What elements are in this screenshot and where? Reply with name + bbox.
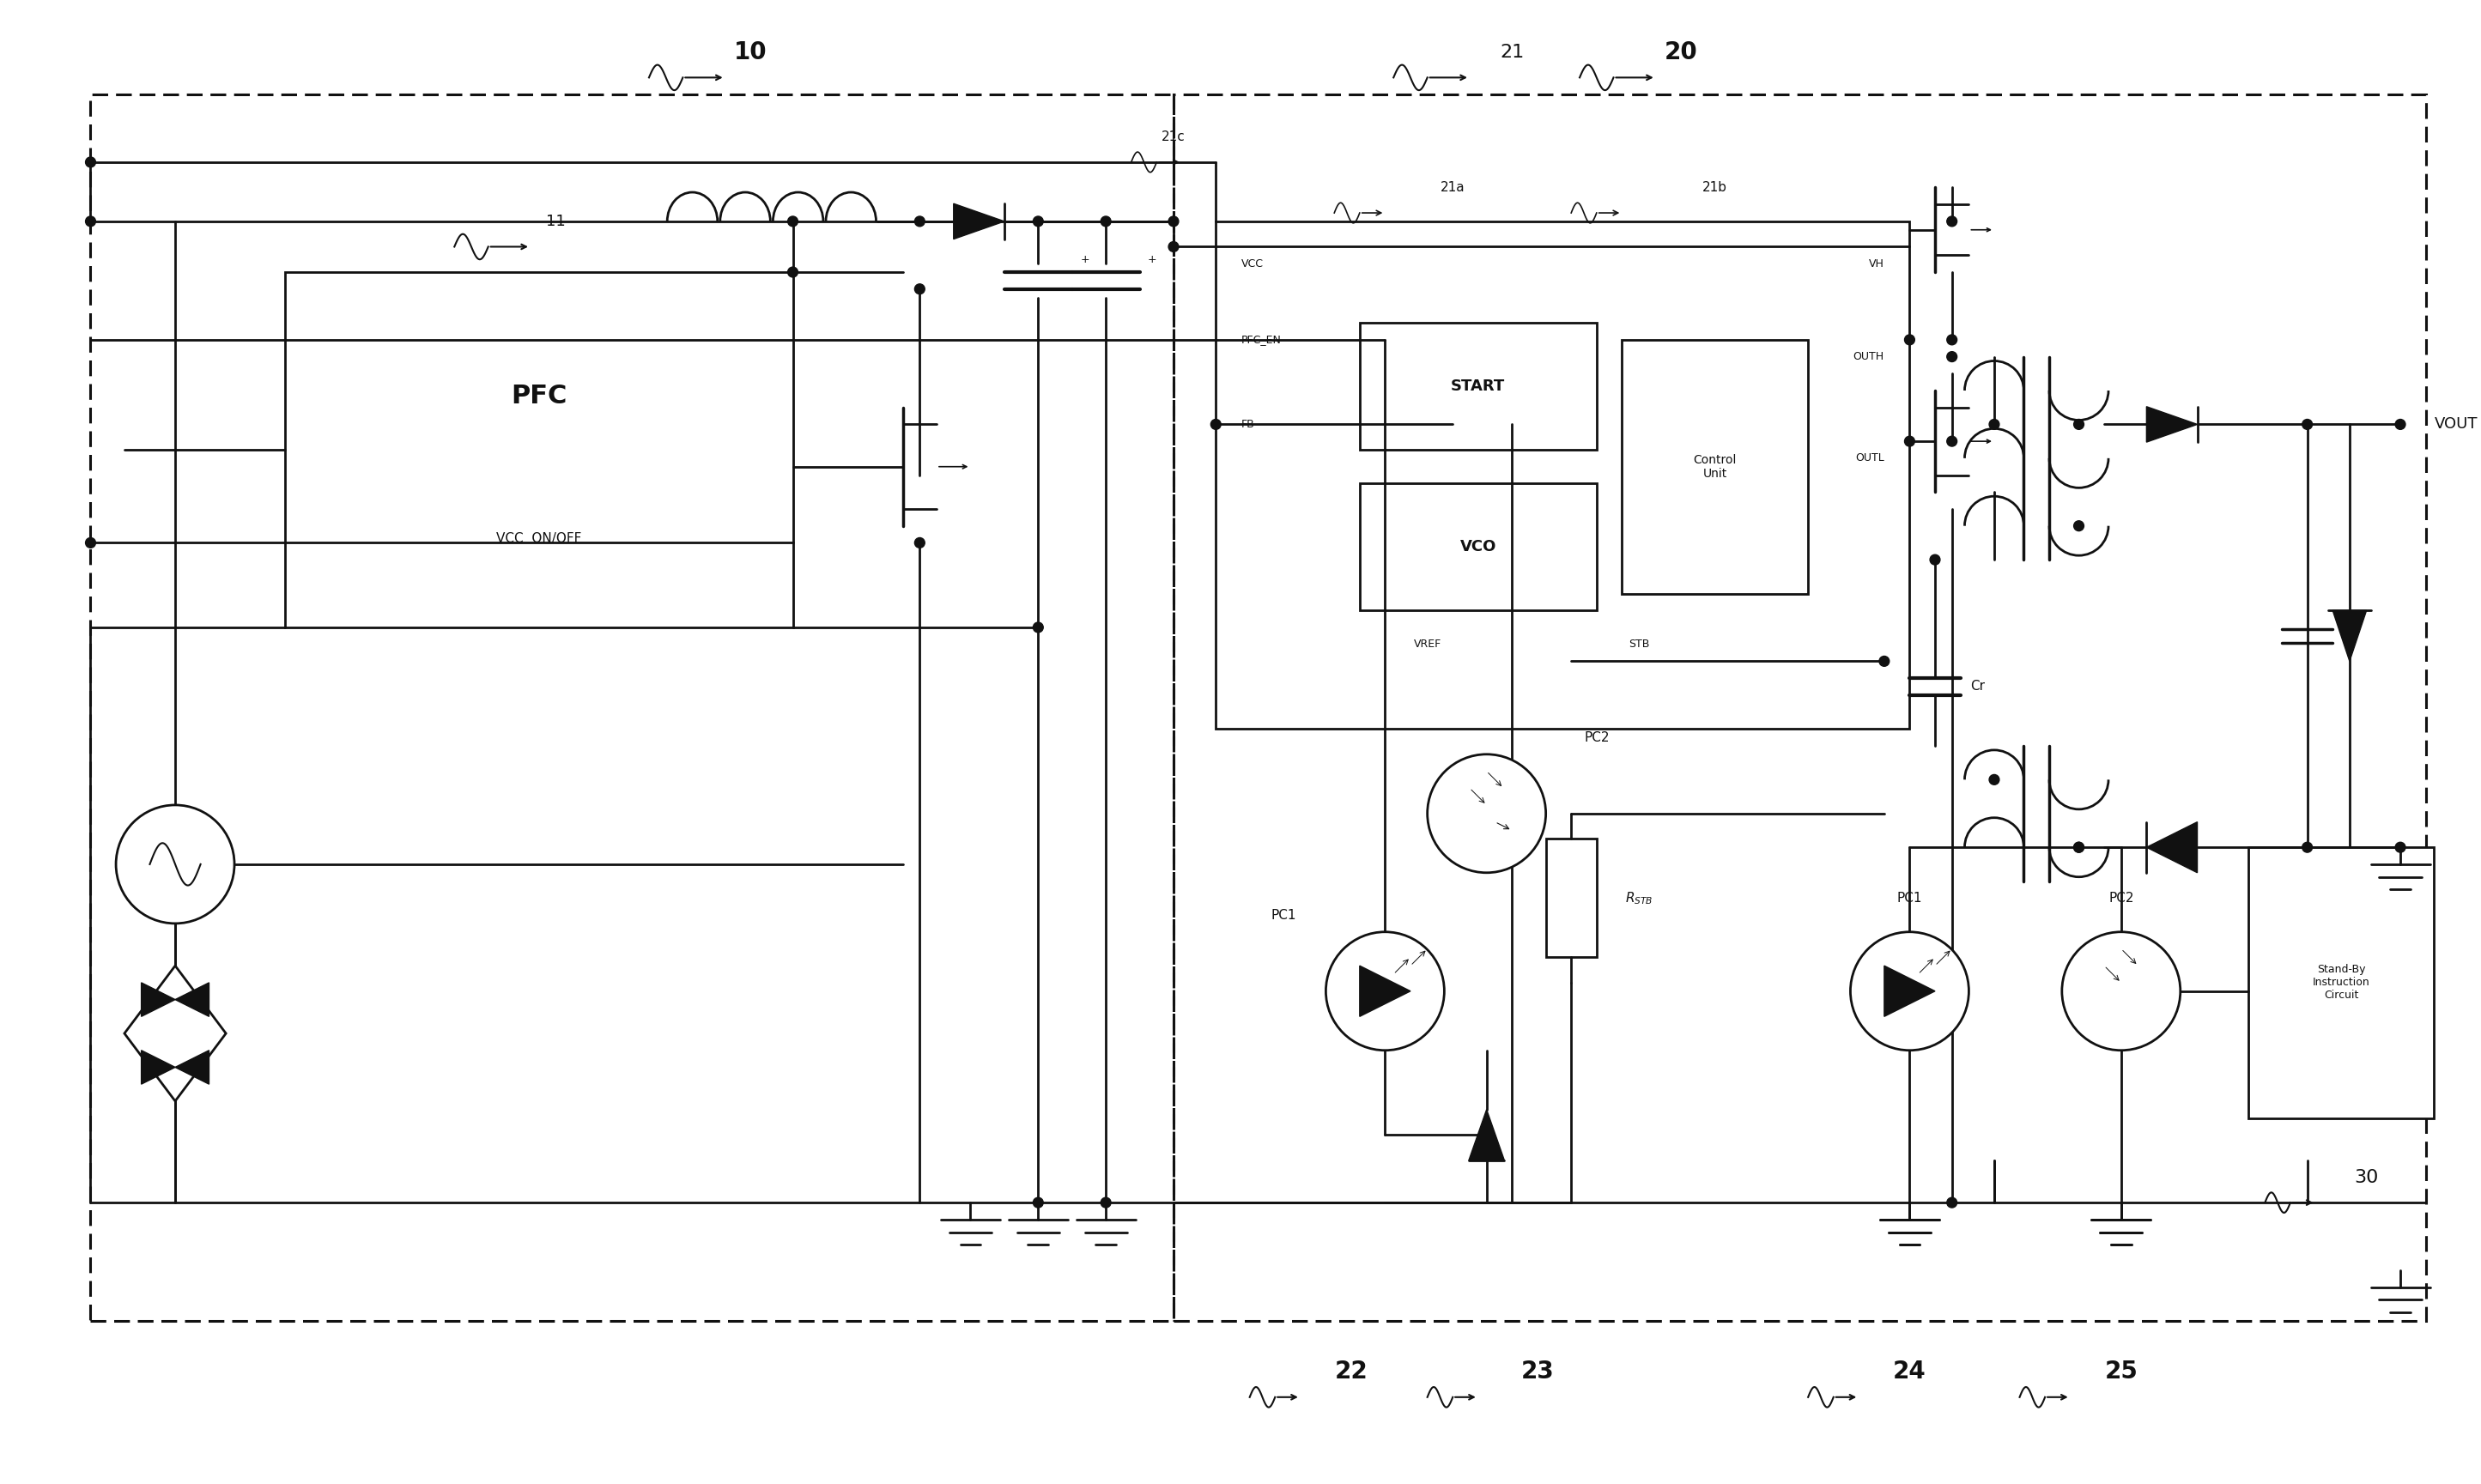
Text: PFC: PFC xyxy=(511,384,568,410)
Circle shape xyxy=(2302,420,2312,429)
Polygon shape xyxy=(1469,1110,1503,1160)
Circle shape xyxy=(915,283,925,294)
Circle shape xyxy=(1032,1198,1042,1208)
Circle shape xyxy=(1169,242,1178,252)
Polygon shape xyxy=(1360,966,1409,1017)
Circle shape xyxy=(915,217,925,227)
Circle shape xyxy=(2074,420,2084,429)
Text: 30: 30 xyxy=(2354,1168,2379,1186)
Circle shape xyxy=(2074,843,2084,852)
Polygon shape xyxy=(124,966,226,1101)
Circle shape xyxy=(1948,335,1958,344)
Text: OUTH: OUTH xyxy=(1853,352,1883,362)
Circle shape xyxy=(1102,1198,1111,1208)
Text: VCO: VCO xyxy=(1459,539,1496,555)
Text: Cr: Cr xyxy=(1970,680,1985,693)
Polygon shape xyxy=(2332,610,2367,662)
Bar xyxy=(2248,847,2434,1117)
Text: FB: FB xyxy=(1240,418,1255,430)
Text: VH: VH xyxy=(1868,258,1883,269)
Circle shape xyxy=(1905,335,1915,344)
Text: PC2: PC2 xyxy=(1583,732,1610,743)
Circle shape xyxy=(117,804,233,923)
Circle shape xyxy=(789,267,799,278)
Polygon shape xyxy=(176,982,208,1017)
Text: 11: 11 xyxy=(546,214,566,229)
Circle shape xyxy=(84,157,97,168)
Bar xyxy=(1360,484,1598,610)
Bar xyxy=(1623,340,1809,594)
Text: START: START xyxy=(1451,378,1506,395)
Circle shape xyxy=(789,217,799,227)
Text: +: + xyxy=(1149,254,1156,266)
Text: PC1: PC1 xyxy=(1898,892,1923,905)
Circle shape xyxy=(1878,656,1891,666)
Bar xyxy=(1360,324,1598,450)
Circle shape xyxy=(1481,1129,1491,1140)
Text: 21b: 21b xyxy=(1702,181,1727,194)
Circle shape xyxy=(1990,420,2000,429)
Circle shape xyxy=(2074,521,2084,531)
Text: OUTL: OUTL xyxy=(1856,453,1883,464)
Polygon shape xyxy=(2146,407,2198,442)
Text: Control
Unit: Control Unit xyxy=(1695,454,1737,479)
Text: 25: 25 xyxy=(2104,1359,2139,1383)
Circle shape xyxy=(1948,436,1958,447)
Text: 23: 23 xyxy=(1521,1359,1553,1383)
Circle shape xyxy=(2074,843,2084,852)
Polygon shape xyxy=(141,1051,176,1085)
Circle shape xyxy=(2394,843,2407,852)
Circle shape xyxy=(1032,217,1042,227)
Circle shape xyxy=(1948,217,1958,227)
Polygon shape xyxy=(2146,822,2198,873)
Text: STB: STB xyxy=(1628,638,1650,650)
Circle shape xyxy=(1325,932,1444,1051)
Text: 21c: 21c xyxy=(1161,131,1186,142)
Polygon shape xyxy=(141,982,176,1017)
Text: 21: 21 xyxy=(1501,43,1523,61)
Text: PC2: PC2 xyxy=(2109,892,2134,905)
Polygon shape xyxy=(1883,966,1935,1017)
Text: VCC: VCC xyxy=(1240,258,1263,269)
Text: VCC  ON/OFF: VCC ON/OFF xyxy=(496,533,581,545)
Circle shape xyxy=(84,217,97,227)
Circle shape xyxy=(1211,420,1221,429)
Text: 20: 20 xyxy=(1665,40,1697,64)
Text: Stand-By
Instruction
Circuit: Stand-By Instruction Circuit xyxy=(2312,965,2369,1002)
Text: VOUT: VOUT xyxy=(2434,417,2479,432)
Text: 10: 10 xyxy=(734,40,767,64)
Text: 24: 24 xyxy=(1893,1359,1925,1383)
Circle shape xyxy=(1948,352,1958,362)
Bar xyxy=(1546,838,1598,957)
Text: PC1: PC1 xyxy=(1270,908,1295,922)
Circle shape xyxy=(1102,217,1111,227)
Circle shape xyxy=(1905,436,1915,447)
Polygon shape xyxy=(953,203,1005,239)
Circle shape xyxy=(1032,622,1042,632)
Circle shape xyxy=(2062,932,2181,1051)
Bar xyxy=(1174,95,2426,1321)
Circle shape xyxy=(1427,754,1546,873)
Circle shape xyxy=(1930,555,1940,565)
Bar xyxy=(285,272,794,628)
Circle shape xyxy=(1851,932,1970,1051)
Text: +: + xyxy=(1079,254,1089,266)
Text: VREF: VREF xyxy=(1414,638,1441,650)
Bar xyxy=(92,95,1174,1321)
Text: PFC_EN: PFC_EN xyxy=(1240,334,1283,346)
Circle shape xyxy=(1990,775,2000,785)
Circle shape xyxy=(915,537,925,548)
Circle shape xyxy=(2394,420,2407,429)
Polygon shape xyxy=(176,1051,208,1085)
Circle shape xyxy=(84,537,97,548)
Bar xyxy=(1216,221,1910,729)
Text: 22: 22 xyxy=(1335,1359,1367,1383)
Circle shape xyxy=(2302,843,2312,852)
Circle shape xyxy=(1169,217,1178,227)
Circle shape xyxy=(1948,1198,1958,1208)
Text: 21a: 21a xyxy=(1441,181,1466,194)
Text: $R_{STB}$: $R_{STB}$ xyxy=(1625,890,1652,907)
